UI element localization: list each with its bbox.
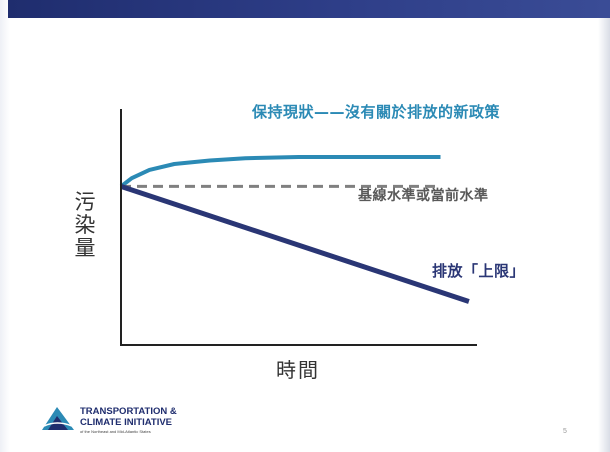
series-line-emission-cap	[120, 184, 470, 304]
page-number: 5	[563, 428, 567, 435]
header-bar	[8, 0, 610, 18]
logo-triangle-icon	[42, 407, 74, 430]
series-label-emission-cap: 排放「上限」	[432, 262, 526, 280]
series-line-status-quo	[119, 155, 441, 188]
series-label-baseline: 基線水準或當前水準	[358, 188, 489, 204]
logo-text-line2: CLIMATE INITIATIVE	[80, 417, 173, 428]
logo-tagline: of the Northeast and Mid-Atlantic States	[80, 429, 151, 434]
x-axis-label: 時間	[276, 358, 320, 382]
y-axis-label: 污染量	[72, 190, 96, 260]
right-edge-shade	[598, 0, 610, 452]
tci-logo: TRANSPORTATION & CLIMATE INITIATIVE of t…	[40, 404, 220, 440]
series-label-status-quo: 保持現狀——沒有關於排放的新政策	[252, 103, 501, 121]
logo-text-line1: TRANSPORTATION &	[80, 406, 177, 417]
chart-series-layer	[119, 155, 470, 304]
left-edge-shade	[0, 0, 10, 452]
